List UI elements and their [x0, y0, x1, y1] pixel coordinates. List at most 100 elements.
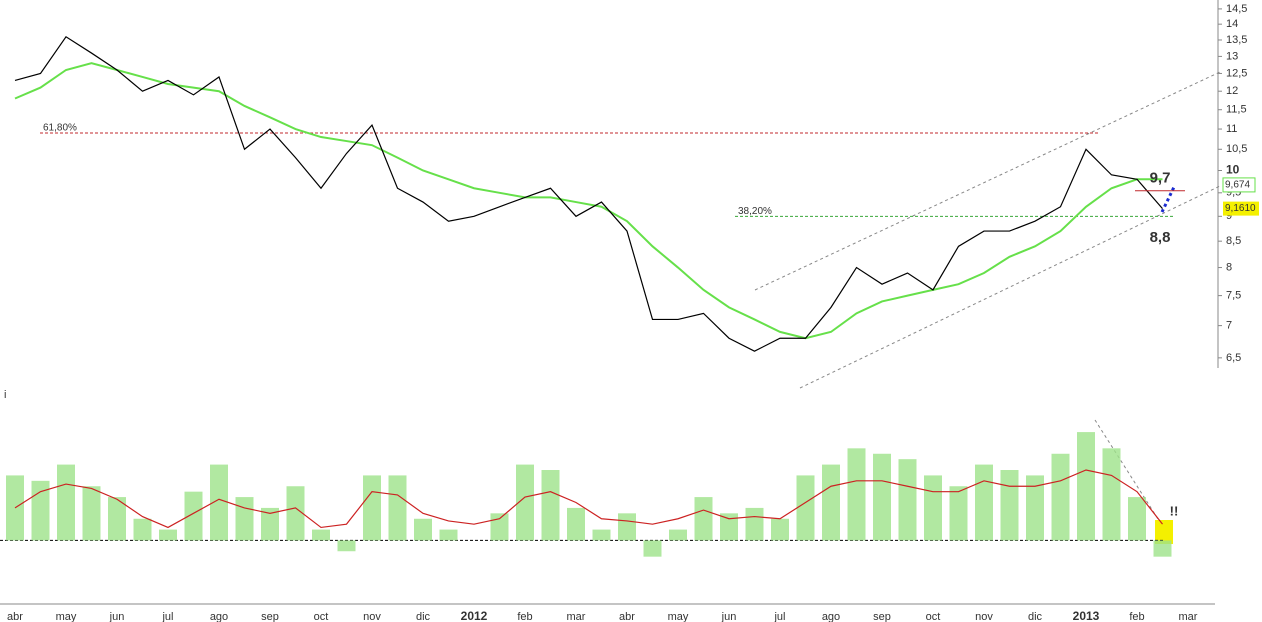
x-tick-label: abr — [7, 611, 23, 622]
y-tick-label: 9 — [1226, 210, 1232, 222]
x-tick-label: mar — [1179, 611, 1198, 622]
y-tick-label: 11 — [1226, 123, 1237, 135]
indicator-bar — [1026, 475, 1044, 541]
price-tag-label: 9,1610 — [1225, 203, 1256, 214]
indicator-bar — [1153, 540, 1172, 557]
indicator-bar — [108, 497, 126, 541]
x-tick-label: ago — [822, 611, 840, 622]
x-tick-label: 2012 — [461, 609, 488, 622]
price-tag — [1223, 201, 1259, 216]
y-tick-label: 14 — [1226, 18, 1238, 30]
x-tick-label: ago — [210, 611, 228, 622]
indicator-bar — [286, 486, 305, 541]
x-tick-label: dic — [1028, 611, 1043, 622]
indicator-bar — [490, 513, 509, 541]
indicator-bar — [567, 507, 585, 541]
x-tick-label: may — [668, 611, 689, 622]
indicator-bar — [618, 513, 636, 541]
y-tick-label: 11,5 — [1226, 104, 1247, 116]
indicator-bar — [669, 529, 687, 541]
indicator-bar — [720, 513, 738, 541]
target-label: 8,8 — [1150, 229, 1171, 246]
indicator-bar — [1051, 453, 1070, 541]
x-tick-label: jul — [773, 611, 785, 622]
ma-tag — [1222, 177, 1256, 193]
y-tick-label: 8 — [1226, 261, 1232, 273]
y-tick-label: 7 — [1226, 320, 1232, 332]
indicator-bar — [822, 464, 840, 541]
indicator-bar — [592, 529, 611, 541]
indicator-bar — [439, 529, 458, 541]
x-tick-label: dic — [416, 611, 431, 622]
indicator-bar — [159, 529, 177, 541]
y-tick-label: 12 — [1226, 85, 1238, 97]
indicator-bar — [643, 540, 662, 557]
x-tick-label: sep — [261, 611, 279, 622]
indicator-bar — [363, 475, 381, 541]
indicator-bar — [745, 507, 764, 541]
indicator-bar — [235, 497, 254, 541]
indicator-bar — [210, 464, 228, 541]
indicator-bar — [949, 486, 968, 541]
y-tick-label: 8,5 — [1226, 235, 1241, 247]
x-tick-label: oct — [926, 611, 941, 622]
indicator-bar — [337, 540, 356, 552]
fib-level-label: 38,20% — [738, 206, 772, 217]
y-tick-label: 13 — [1226, 50, 1238, 62]
target-label: 9,7 — [1150, 170, 1171, 187]
x-tick-label: nov — [363, 611, 381, 622]
channel-upper — [754, 71, 1221, 291]
x-tick-label: sep — [873, 611, 891, 622]
indicator-bar — [57, 464, 75, 541]
x-tick-label: feb — [517, 611, 532, 622]
indicator-bar — [796, 475, 815, 541]
y-tick-label: 12,5 — [1226, 67, 1247, 79]
x-tick-label: nov — [975, 611, 993, 622]
x-tick-label: feb — [1129, 611, 1144, 622]
x-tick-label: oct — [314, 611, 329, 622]
indicator-bar — [771, 518, 789, 541]
x-tick-label: may — [56, 611, 77, 622]
indicator-bar — [898, 459, 917, 541]
indicator-bar — [261, 507, 279, 541]
y-tick-label: 10,5 — [1226, 143, 1247, 155]
x-tick-label: 2013 — [1073, 609, 1100, 622]
indicator-bar — [516, 464, 534, 541]
y-tick-label: 7,5 — [1226, 290, 1241, 302]
indicator-bar — [388, 475, 407, 541]
indicator-bar — [414, 518, 432, 541]
indicator-bar — [82, 486, 101, 541]
indicator-bar — [184, 491, 203, 541]
indicator-bar — [1128, 497, 1146, 541]
y-tick-label: 10 — [1226, 163, 1240, 177]
x-tick-label: jul — [161, 611, 173, 622]
x-tick-label: mar — [567, 611, 586, 622]
indicator-bar — [1077, 432, 1095, 541]
x-tick-label: jun — [109, 611, 125, 622]
y-tick-label: 6,5 — [1226, 352, 1241, 364]
ma-tag-label: 9,674 — [1225, 180, 1250, 191]
signal-label: !! — [1170, 503, 1179, 518]
indicator-bar — [541, 470, 560, 541]
moving-average — [14, 62, 1163, 340]
indicator-bar — [133, 518, 152, 541]
signal-box — [1155, 520, 1173, 544]
indicator-average — [14, 469, 1163, 529]
y-tick-label: 13,5 — [1226, 34, 1247, 46]
indicator-bar — [924, 475, 942, 541]
indicator-bar — [847, 448, 866, 541]
x-tick-label: abr — [619, 611, 635, 622]
y-tick-label: 14,5 — [1226, 3, 1247, 15]
indicator-bar — [694, 497, 713, 541]
indicator-bar — [873, 453, 891, 541]
indicator-bar — [1102, 448, 1121, 541]
indicator-bar — [1000, 470, 1019, 541]
indicator-bar — [31, 480, 50, 541]
indicator-bar — [312, 529, 330, 541]
indicator-bar — [975, 464, 993, 541]
panel-marker: i — [4, 389, 6, 401]
x-tick-label: jun — [721, 611, 737, 622]
fib-level-label: 61,80% — [43, 123, 77, 134]
forecast-arrow — [1160, 184, 1177, 213]
